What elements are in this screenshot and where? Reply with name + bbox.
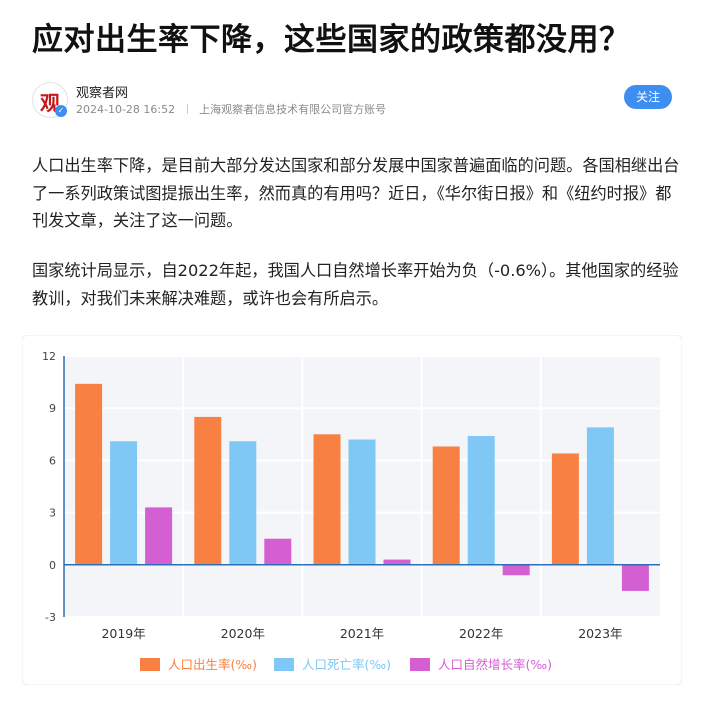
author-avatar[interactable]: 观 ✓ [32, 82, 68, 118]
bar-chart-svg: 12 9 6 3 0 -3 2019年 2020年 2021年 2022年 2023年人口出生率(‰… [21, 334, 683, 686]
bar-death [229, 441, 257, 565]
article-paragraph: 人口出生率下降，是目前大部分发达国家和部分发展中国家普遍面临的问题。各国相继出台… [32, 156, 680, 230]
author-name[interactable]: 观察者网 [76, 86, 129, 101]
y-tick-label: 9 [49, 402, 56, 415]
author-bar: 观 ✓ 观察者网 2024-10-28 16:52 上海观察者信息技术有限公司官… [32, 82, 680, 122]
bar-death [586, 427, 614, 565]
x-tick-label: 2019年 [101, 626, 145, 641]
legend-swatch [274, 658, 294, 671]
bar-birth [432, 446, 460, 565]
verified-check-icon: ✓ [55, 105, 67, 117]
y-tick-label: -3 [45, 611, 56, 624]
publish-time: 2024-10-28 16:52 [76, 103, 176, 116]
bar-birth [75, 383, 103, 565]
bar-growth [264, 538, 292, 565]
bar-birth [313, 434, 341, 565]
bar-birth [194, 416, 222, 565]
legend-swatch [410, 658, 430, 671]
y-tick-label: 12 [42, 350, 56, 363]
x-tick-label: 2022年 [459, 626, 503, 641]
article-meta: 2024-10-28 16:52 上海观察者信息技术有限公司官方账号 [76, 101, 386, 117]
y-tick-label: 3 [49, 507, 56, 520]
bar-death [348, 439, 376, 565]
legend-label: 人口自然增长率(‰) [438, 657, 552, 672]
legend-swatch [140, 658, 160, 671]
x-tick-label: 2021年 [340, 626, 384, 641]
article-title: 应对出生率下降，这些国家的政策都没用？ [32, 22, 631, 58]
bar-growth [502, 564, 530, 576]
bar-growth [621, 564, 649, 591]
bar-death [110, 441, 138, 565]
legend-label: 人口死亡率(‰) [302, 657, 391, 672]
bar-growth [383, 559, 411, 565]
article-paragraph: 国家统计局显示，自2022年起，我国人口自然增长率开始为负（-0.6%）。其他国… [32, 261, 679, 308]
x-tick-label: 2020年 [221, 626, 265, 641]
population-rate-chart: 12 9 6 3 0 -3 2019年 2020年 2021年 2022年 2023年人口出生率(‰… [21, 334, 683, 686]
y-tick-label: 0 [49, 559, 56, 572]
x-tick-label: 2023年 [578, 626, 622, 641]
legend-label: 人口出生率(‰) [168, 657, 257, 672]
bar-growth [145, 507, 173, 565]
follow-button[interactable]: 关注 [624, 85, 672, 109]
y-tick-label: 6 [49, 454, 56, 467]
meta-divider [186, 104, 188, 114]
bar-death [467, 436, 495, 565]
bar-birth [551, 453, 579, 565]
account-note: 上海观察者信息技术有限公司官方账号 [199, 103, 387, 116]
